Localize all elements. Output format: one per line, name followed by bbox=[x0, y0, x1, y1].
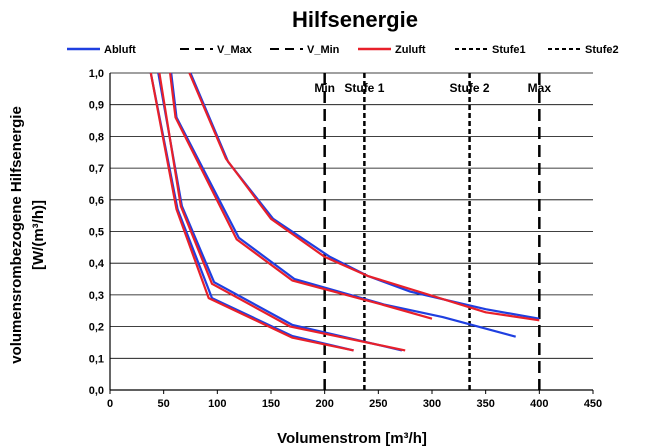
gridlines bbox=[110, 72, 593, 391]
reference-line-label: Stufe 1 bbox=[344, 81, 384, 95]
y-tick-label: 0,6 bbox=[89, 195, 104, 207]
x-tick-label: 100 bbox=[208, 398, 226, 410]
legend-label: Stufe2 bbox=[585, 44, 619, 56]
y-tick-label: 0,3 bbox=[89, 290, 104, 302]
series-line-abluft bbox=[149, 72, 354, 352]
series-line-zuluft bbox=[158, 72, 406, 352]
series-group bbox=[149, 72, 540, 352]
series-line-abluft bbox=[170, 72, 516, 338]
x-tick-label: 250 bbox=[369, 398, 387, 410]
legend-item: V_Min bbox=[270, 44, 340, 56]
legend-item: V_Max bbox=[180, 44, 253, 56]
y-axis-label-line1: volumensrombezogene Hilfsenergie bbox=[8, 106, 25, 364]
x-tick-label: 400 bbox=[530, 398, 548, 410]
reference-line-label: Min bbox=[314, 81, 335, 95]
y-tick-label: 0,8 bbox=[89, 131, 104, 143]
legend: Abluft V_Max V_Min Zuluft Stufe1 Stufe2 bbox=[67, 44, 619, 56]
y-tick-label: 0,0 bbox=[89, 385, 104, 397]
legend-item: Zuluft bbox=[358, 44, 426, 56]
legend-item: Stufe2 bbox=[548, 44, 619, 56]
y-axis-label-unit: [W/(m³/h)] bbox=[30, 200, 47, 270]
legend-label: Zuluft bbox=[395, 44, 426, 56]
legend-label: V_Max bbox=[217, 44, 253, 56]
y-tick-label: 0,5 bbox=[89, 227, 104, 239]
legend-item: Abluft bbox=[67, 44, 136, 56]
reference-line-label: Max bbox=[528, 81, 552, 95]
x-tick-label: 450 bbox=[584, 398, 602, 410]
x-tick-label: 300 bbox=[423, 398, 441, 410]
y-tick-label: 0,1 bbox=[89, 353, 104, 365]
reference-line-label: Stufe 2 bbox=[450, 81, 490, 95]
y-axis-label-line2: [W/(m³/h)] bbox=[30, 200, 47, 270]
legend-label: V_Min bbox=[307, 44, 340, 56]
y-axis-label: volumensrombezogene Hilfsenergie bbox=[8, 106, 25, 364]
x-axis-label: Volumenstrom [m³/h] bbox=[277, 430, 427, 447]
legend-label: Stufe1 bbox=[492, 44, 526, 56]
x-tick-label: 150 bbox=[262, 398, 280, 410]
x-tick-label: 350 bbox=[476, 398, 494, 410]
y-tick-label: 0,2 bbox=[89, 322, 104, 334]
y-tick-label: 0,7 bbox=[89, 163, 104, 175]
y-tick-label: 0,9 bbox=[89, 100, 104, 112]
axes: 0,0 0,1 0,2 0,3 0,4 0,5 0,6 0,7 0,8 0,9 1,0 0 50 100 1… bbox=[89, 68, 602, 410]
series-line-zuluft bbox=[169, 72, 433, 320]
reference-lines: Min Stufe 1 Stufe 2 Max bbox=[314, 73, 551, 390]
y-tick-label: 1,0 bbox=[89, 68, 104, 80]
x-tick-label: 0 bbox=[107, 398, 113, 410]
chart-title: Hilfsenergie bbox=[292, 7, 418, 32]
series-line-zuluft bbox=[188, 72, 540, 322]
legend-item: Stufe1 bbox=[455, 44, 526, 56]
y-tick-label: 0,4 bbox=[89, 258, 105, 270]
series-line-zuluft bbox=[149, 72, 354, 352]
x-tick-label: 200 bbox=[315, 398, 333, 410]
x-tick-label: 50 bbox=[158, 398, 170, 410]
legend-label: Abluft bbox=[104, 44, 136, 56]
